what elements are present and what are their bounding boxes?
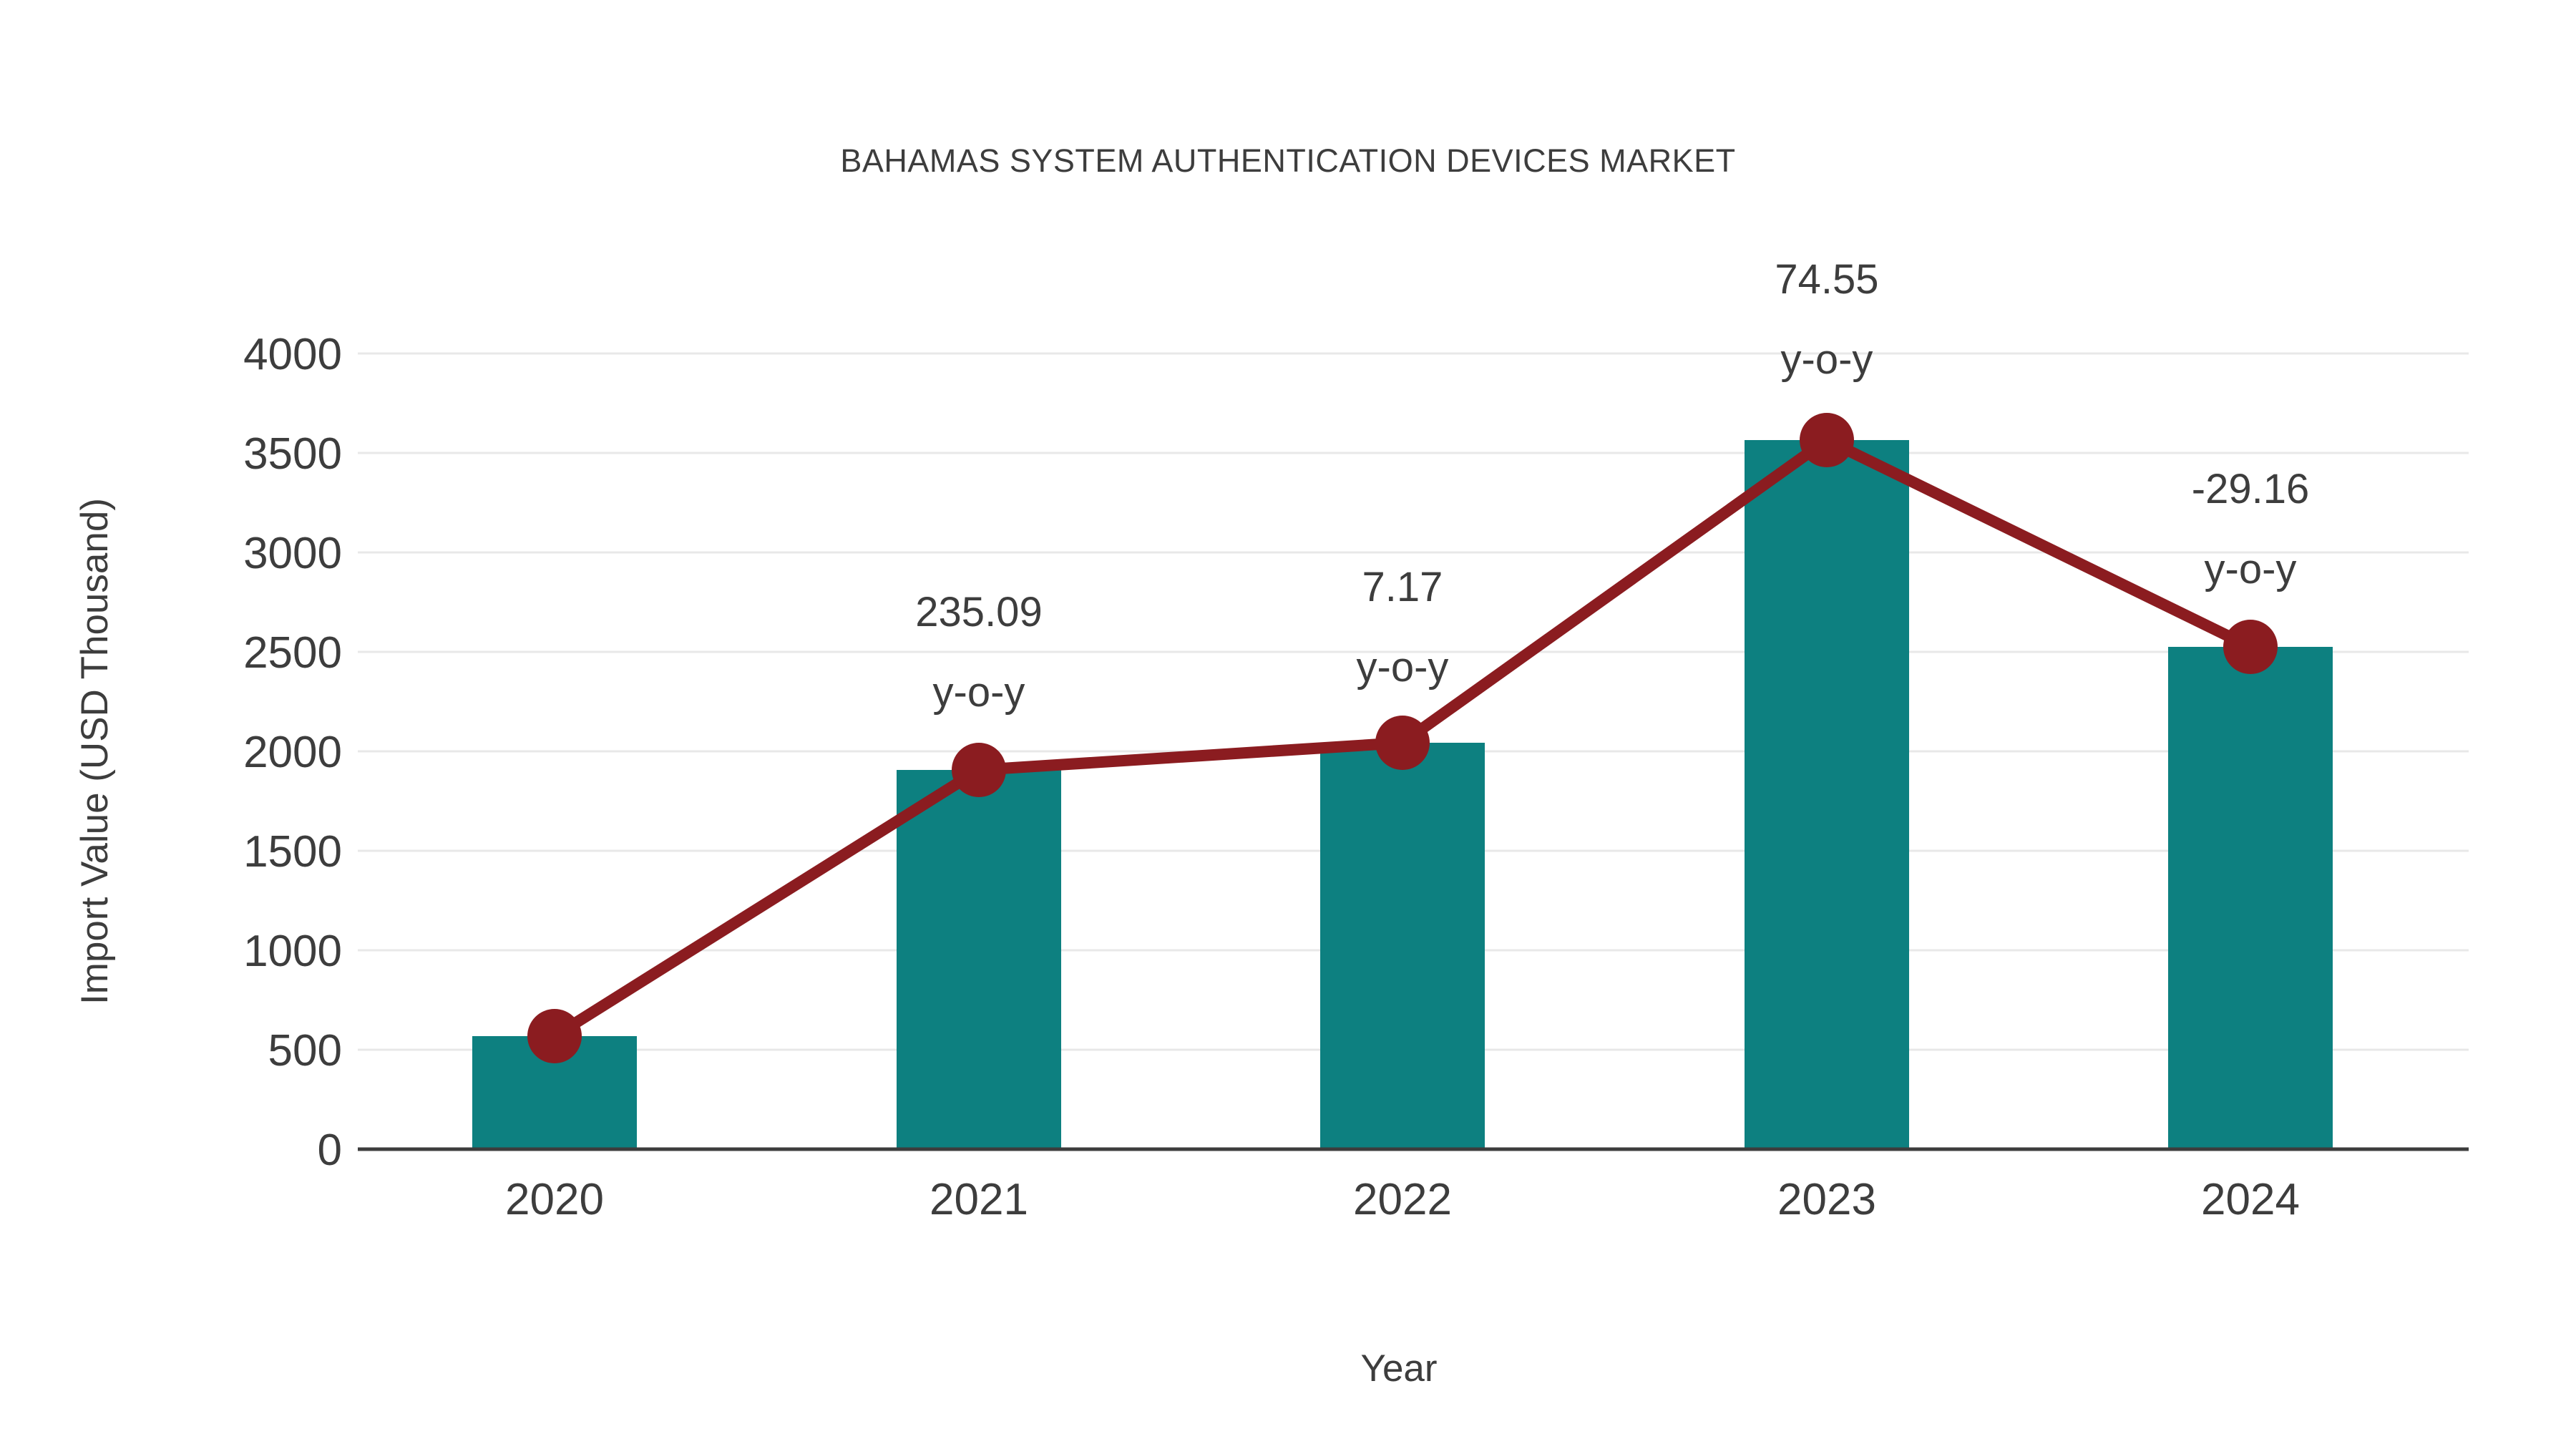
- bar-2023[interactable]: [1745, 440, 1909, 1149]
- y-axis-ticks: 4000 3500 3000 2500 2000 1500 1000 500 0: [243, 330, 342, 1175]
- yoy-suffix-2023: y-o-y: [1781, 336, 1873, 383]
- y-tick-1000: 1000: [243, 927, 342, 976]
- y-tick-0: 0: [318, 1126, 342, 1175]
- trend-marker-2021[interactable]: [952, 743, 1006, 797]
- x-tick-2020: 2020: [505, 1175, 604, 1224]
- y-tick-2000: 2000: [243, 728, 342, 777]
- yoy-value-2022: 7.17: [1362, 564, 1443, 610]
- trend-marker-2024[interactable]: [2223, 620, 2278, 674]
- trend-marker-2023[interactable]: [1800, 413, 1854, 467]
- x-tick-2021: 2021: [930, 1175, 1028, 1224]
- trend-marker-2022[interactable]: [1375, 716, 1430, 770]
- y-tick-3000: 3000: [243, 529, 342, 578]
- yoy-suffix-2021: y-o-y: [933, 669, 1025, 716]
- trend-marker-2020[interactable]: [527, 1009, 582, 1063]
- bar-2024[interactable]: [2168, 647, 2333, 1149]
- yoy-suffix-2022: y-o-y: [1357, 644, 1449, 691]
- x-axis-title: Year: [1360, 1347, 1437, 1390]
- y-axis-title: Import Value (USD Thousand): [74, 498, 116, 1005]
- bar-2021[interactable]: [897, 770, 1061, 1149]
- bar-2022[interactable]: [1320, 743, 1485, 1149]
- yoy-value-2023: 74.55: [1775, 256, 1878, 303]
- x-tick-2023: 2023: [1777, 1175, 1876, 1224]
- chart-title: BAHAMAS SYSTEM AUTHENTICATION DEVICES MA…: [840, 142, 1735, 179]
- yoy-value-2024: -29.16: [2192, 466, 2309, 512]
- y-tick-3500: 3500: [243, 429, 342, 479]
- yoy-annotations: 235.09 y-o-y 7.17 y-o-y 74.55 y-o-y -29.…: [915, 256, 2309, 716]
- x-axis-ticks: 2020 2021 2022 2023 2024: [505, 1175, 2300, 1224]
- x-tick-2022: 2022: [1353, 1175, 1452, 1224]
- trend-markers: [527, 413, 2278, 1063]
- yoy-value-2021: 235.09: [915, 589, 1042, 635]
- y-tick-1500: 1500: [243, 827, 342, 877]
- y-tick-4000: 4000: [243, 330, 342, 379]
- x-tick-2024: 2024: [2201, 1175, 2300, 1224]
- yoy-suffix-2024: y-o-y: [2205, 546, 2297, 592]
- y-tick-500: 500: [268, 1026, 342, 1075]
- y-tick-2500: 2500: [243, 628, 342, 678]
- bar-series: [472, 440, 2333, 1149]
